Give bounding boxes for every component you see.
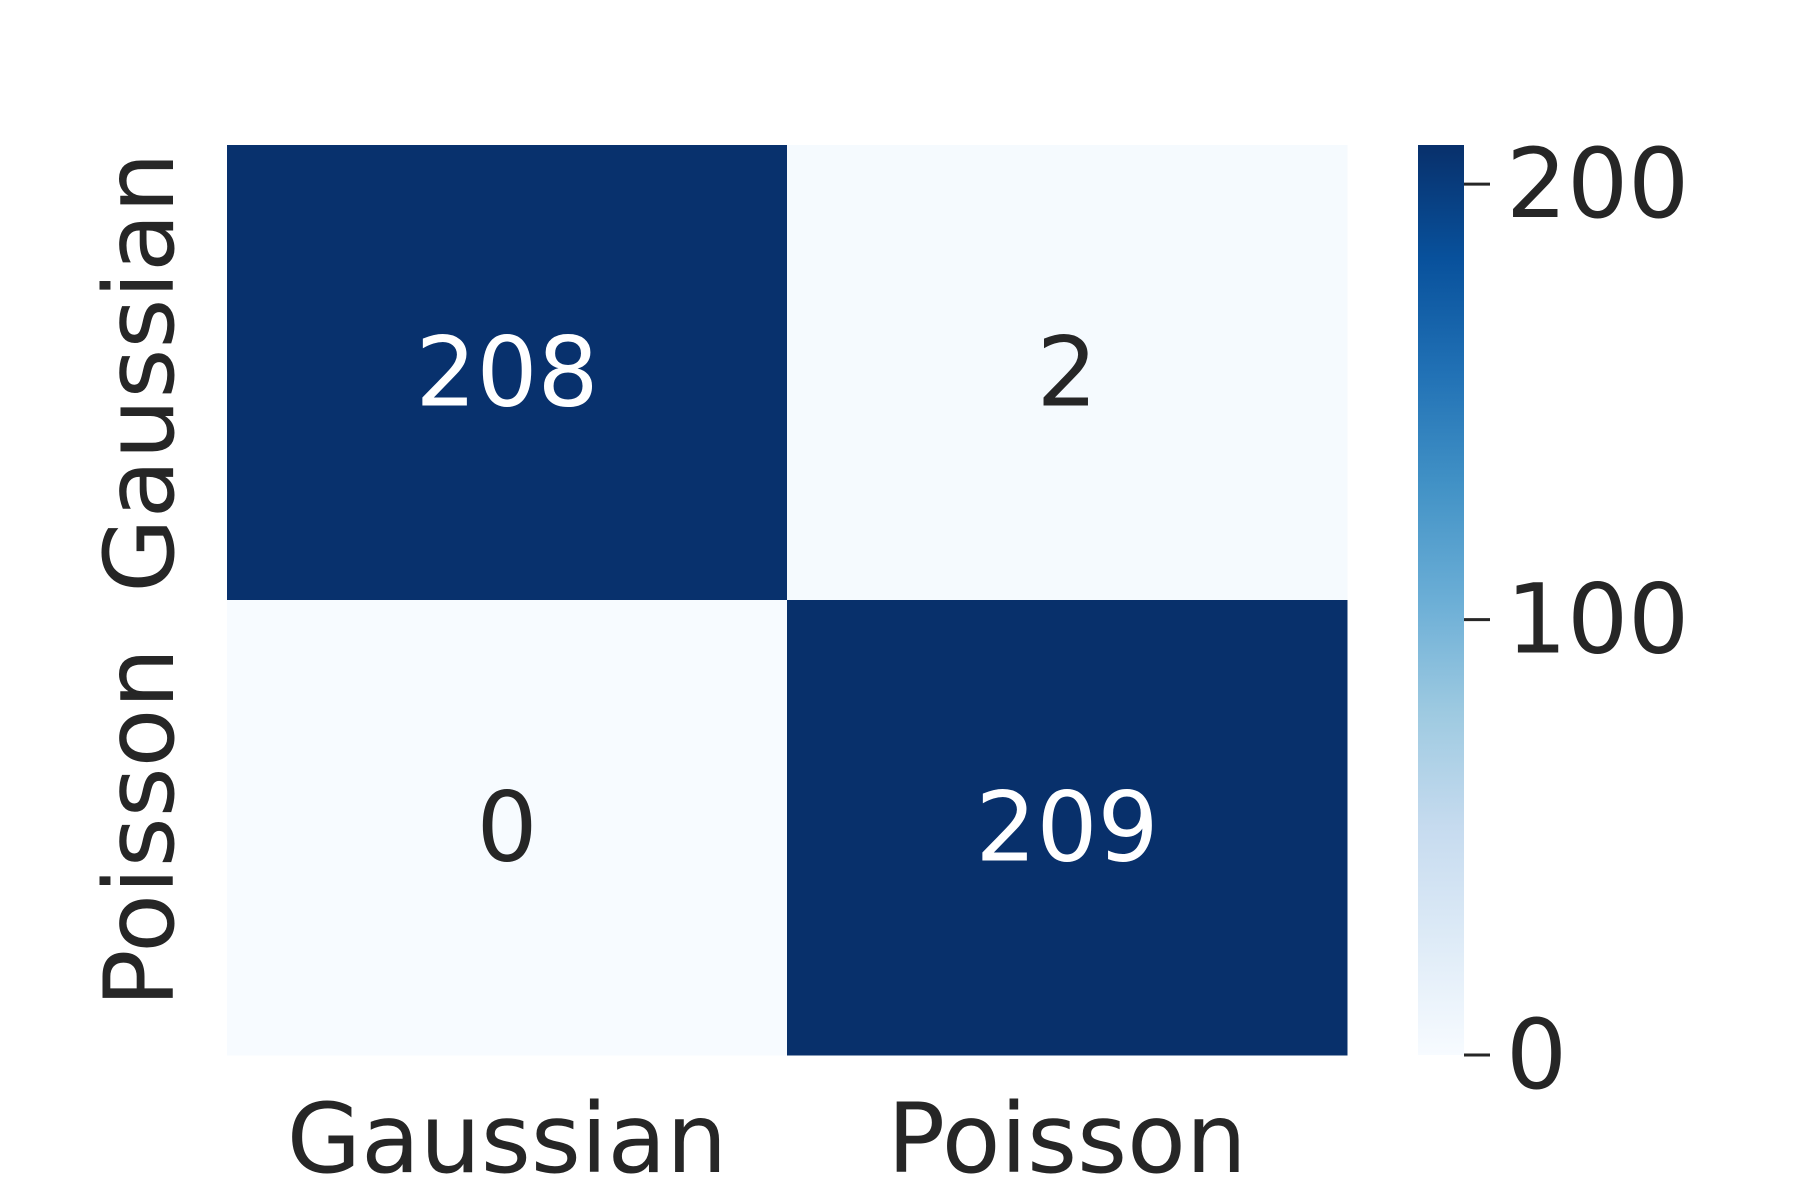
cell-value-label: 208 (415, 317, 598, 429)
colorbar: 0 100 200 (1418, 128, 1689, 1111)
cell-value-label: 209 (975, 772, 1158, 884)
heatmap-cell (227, 600, 788, 1056)
colorbar-tick-label: 0 (1506, 999, 1567, 1111)
heatmap-cells (227, 145, 1348, 1056)
heatmap-cell (787, 145, 1348, 601)
cell-annotations: 208 2 0 209 (415, 317, 1158, 884)
x-tick-label: Gaussian (287, 1083, 727, 1195)
heatmap-cell (787, 600, 1348, 1056)
cell-value-label: 0 (476, 772, 537, 884)
cell-value-label: 2 (1036, 317, 1097, 429)
colorbar-gradient (1418, 145, 1464, 1055)
colorbar-tick-label: 200 (1506, 128, 1689, 240)
y-tick-labels: Gaussian Poisson (84, 152, 196, 1007)
x-tick-label: Poisson (887, 1083, 1246, 1195)
y-tick-label: Poisson (84, 648, 196, 1007)
y-tick-label: Gaussian (84, 152, 196, 592)
colorbar-tick-label: 100 (1506, 564, 1689, 676)
colorbar-ticks: 0 100 200 (1464, 128, 1689, 1111)
x-tick-labels: Gaussian Poisson (287, 1083, 1247, 1195)
heatmap-cell (227, 145, 788, 601)
